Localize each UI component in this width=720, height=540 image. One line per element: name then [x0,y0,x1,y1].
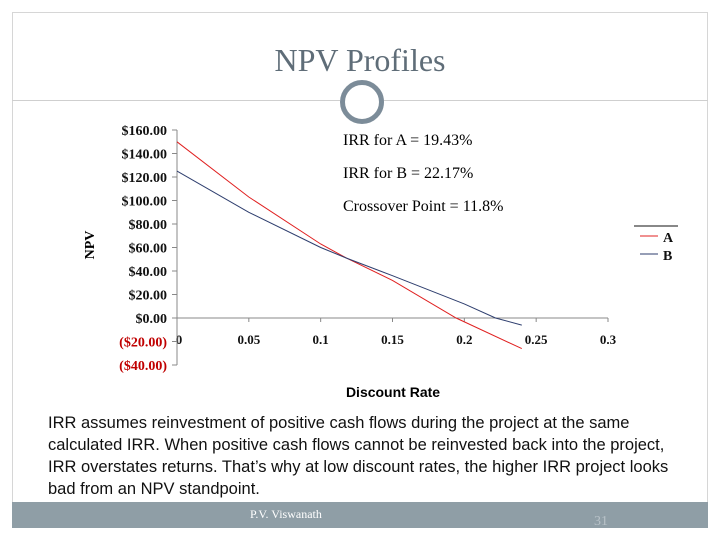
y-tick-label: $120.00 [122,171,168,186]
chart-legend: AB [634,225,678,264]
x-tick-label: 0.2 [456,332,472,347]
y-tick-label: $140.00 [122,148,168,163]
x-tick-label: 0.3 [600,332,617,347]
series-line-b [176,170,522,326]
y-tick-label: $100.00 [122,195,168,210]
y-tick-label: $40.00 [129,265,168,280]
x-tick-label: 0.05 [237,332,260,347]
title-circle-ornament [340,80,384,124]
y-tick-label: ($40.00) [119,359,167,374]
slide-title: NPV Profiles [274,42,446,78]
y-tick-label: $60.00 [129,242,168,257]
title-divider-left [12,100,340,101]
x-tick-label: 0.15 [381,332,404,347]
y-tick-label: $80.00 [129,218,168,233]
chart-axes [172,129,609,366]
annotation-irr-b: IRR for B = 22.17% [343,165,474,182]
y-axis-labels: $160.00 $140.00 $120.00 $100.00 $80.00 $60.00… [119,124,167,374]
y-tick-label: $0.00 [136,312,168,327]
footer-author: P.V. Viswanath [250,507,322,521]
x-tick-label: 0.25 [525,332,548,347]
y-axis-title: NPV [83,231,98,260]
slide-number: 31 [594,514,608,529]
legend-label-b: B [663,249,672,264]
chart-series [176,141,523,350]
annotation-irr-a: IRR for A = 19.43% [343,132,473,149]
x-tick-label: 0.1 [313,332,329,347]
footer-bar [12,502,708,528]
y-tick-label: ($20.00) [119,336,167,351]
annotation-crossover: Crossover Point = 11.8% [343,198,504,215]
y-tick-label: $20.00 [129,289,168,304]
title-divider-right [382,100,708,101]
x-axis-title: Discount Rate [346,384,440,400]
y-tick-label: $160.00 [122,124,168,139]
legend-label-a: A [663,231,674,246]
body-paragraph: IRR assumes reinvestment of positive cas… [48,414,669,498]
x-tick-label: 0 [176,332,183,347]
x-axis-labels: 0 0.05 0.1 0.15 0.2 0.25 0.3 [176,332,617,347]
